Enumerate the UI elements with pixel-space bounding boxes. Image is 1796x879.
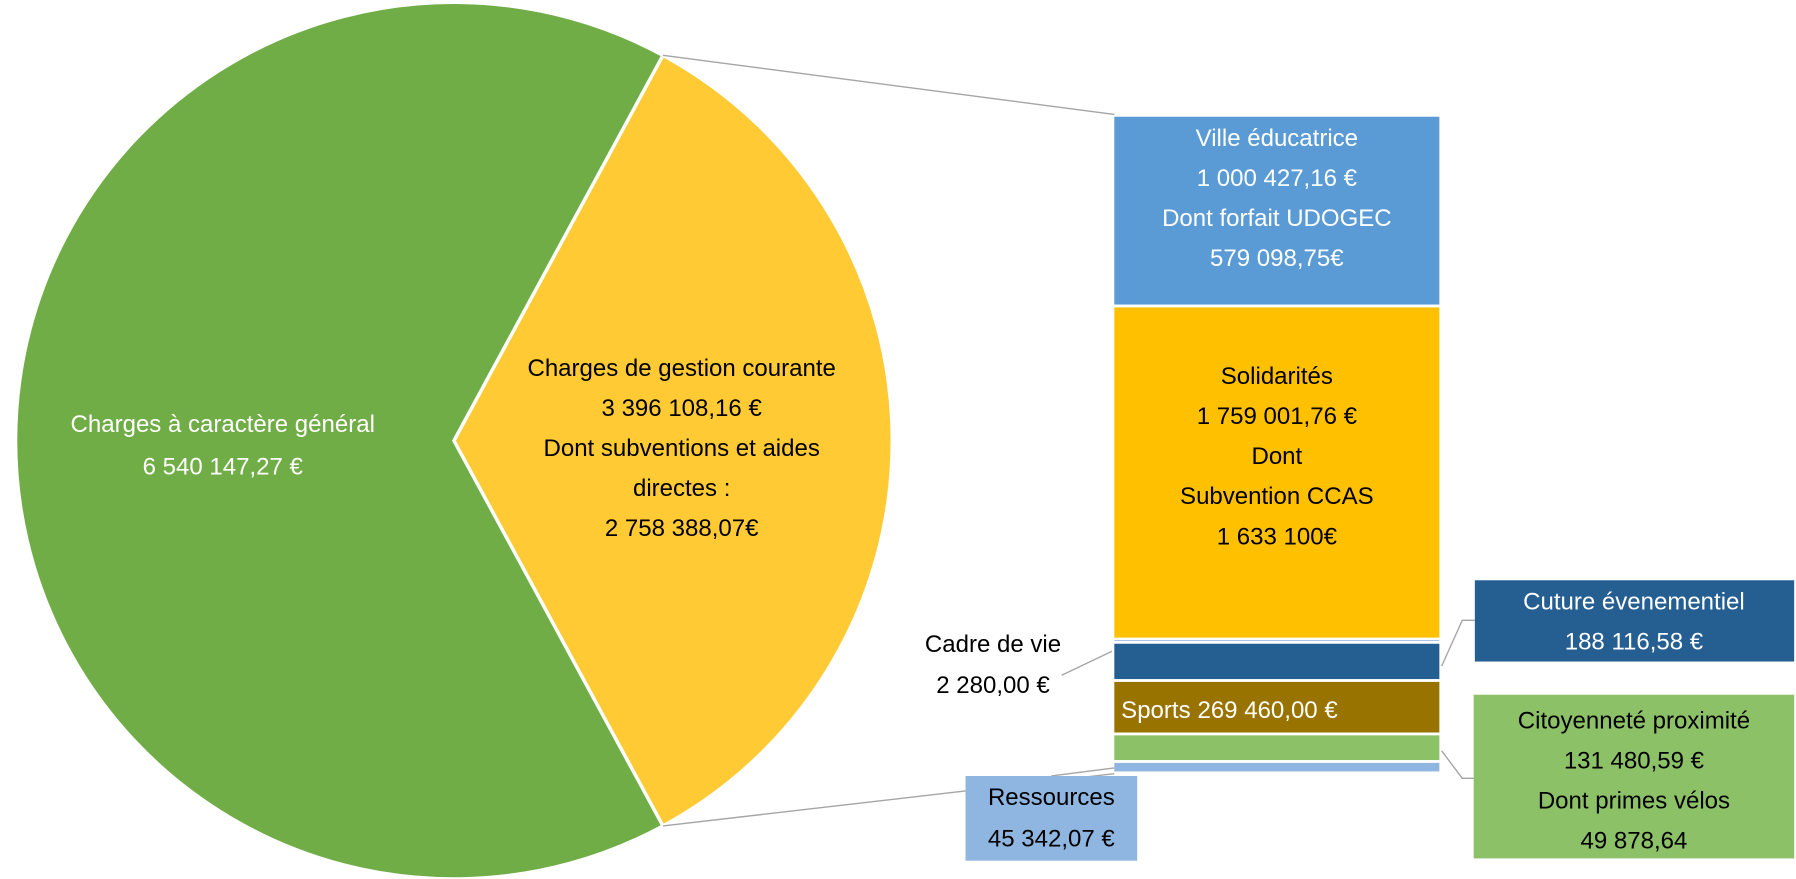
label-name: Sports — [1121, 697, 1190, 724]
leader-line — [1061, 650, 1113, 676]
data-label: 1 759 001,76 € — [1197, 403, 1358, 430]
bar-segment — [1114, 681, 1440, 733]
data-label: Citoyenneté proximité — [1518, 708, 1750, 735]
leader-line — [1441, 619, 1475, 667]
bar-segment — [1114, 762, 1440, 772]
data-label: 1 000 427,16 € — [1197, 165, 1358, 192]
label-box — [965, 775, 1138, 861]
data-label: 131 480,59 € — [1564, 748, 1705, 775]
data-label: Subvention CCAS — [1180, 483, 1374, 510]
data-label: Ville éducatrice — [1196, 125, 1358, 152]
data-label: Charges de gestion courante — [527, 355, 835, 382]
data-label: 45 342,07 € — [988, 825, 1116, 852]
data-label: Cuture évenementiel — [1523, 589, 1745, 616]
label-box — [1473, 694, 1795, 859]
leader-line — [1441, 750, 1474, 779]
data-label: 2 758 388,07€ — [605, 515, 759, 542]
pie-slice — [13, 0, 666, 879]
label-value: 269 460,00 € — [1197, 697, 1338, 724]
data-label: Sports 269 460,00 € — [1121, 697, 1338, 724]
label-box — [1474, 580, 1795, 662]
data-label: 3 396 108,16 € — [602, 395, 763, 422]
bar-segment — [1114, 643, 1440, 680]
pie-slice — [451, 53, 894, 829]
data-label: 1 633 100€ — [1217, 523, 1338, 550]
data-label: 6 540 147,27 € — [143, 453, 304, 480]
data-label: Dont — [1251, 443, 1302, 470]
bar-segment — [1114, 116, 1440, 305]
data-label: Ressources — [988, 784, 1115, 811]
data-label: Charges à caractère général — [71, 411, 375, 438]
data-label: Cadre de vie — [925, 631, 1061, 658]
data-label: directes : — [633, 475, 730, 502]
leader-line — [1051, 767, 1115, 777]
data-label: 49 878,64 — [1581, 828, 1688, 855]
data-label: Dont subventions et aides — [544, 435, 820, 462]
bar-segment — [1114, 735, 1440, 761]
bar-segment — [1114, 307, 1440, 638]
data-label: 2 280,00 € — [936, 672, 1050, 699]
data-label: 579 098,75€ — [1210, 245, 1344, 272]
data-label: Solidarités — [1221, 363, 1333, 390]
data-label: 188 116,58 € — [1565, 629, 1704, 656]
data-label: Dont primes vélos — [1538, 788, 1730, 815]
connector — [662, 54, 1115, 116]
data-label: Dont forfait UDOGEC — [1162, 205, 1392, 232]
